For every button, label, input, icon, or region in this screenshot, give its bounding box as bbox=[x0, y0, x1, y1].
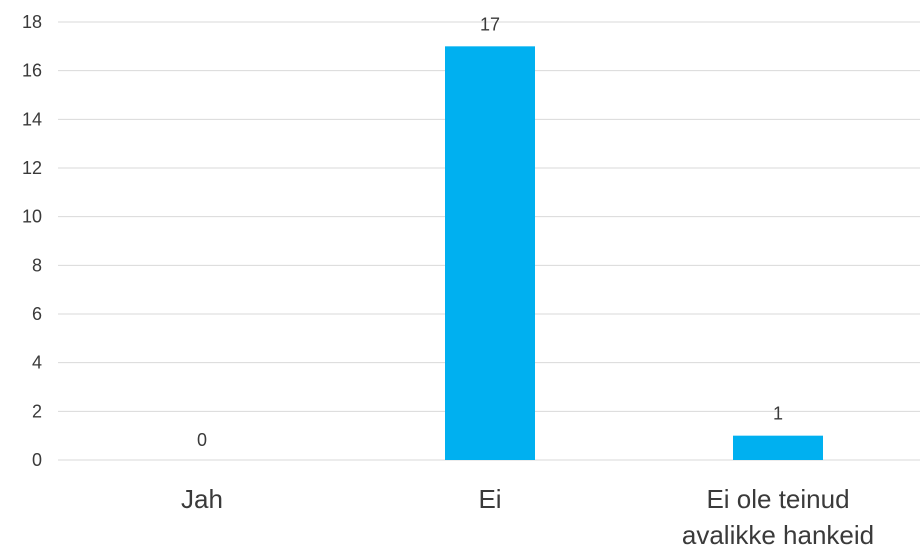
bars bbox=[445, 46, 823, 460]
category-label: avalikke hankeid bbox=[682, 520, 874, 549]
y-tick-label: 14 bbox=[22, 109, 42, 129]
y-tick-label: 0 bbox=[32, 450, 42, 470]
bar bbox=[445, 46, 535, 460]
y-tick-label: 16 bbox=[22, 61, 42, 81]
y-tick-label: 4 bbox=[32, 353, 42, 373]
data-label: 0 bbox=[197, 430, 207, 450]
data-labels: 0 17 1 bbox=[197, 14, 783, 450]
x-axis-category-labels: Jah Ei Ei ole teinud avalikke hankeid bbox=[181, 484, 874, 549]
category-label: Ei ole teinud bbox=[706, 484, 849, 514]
y-tick-label: 2 bbox=[32, 401, 42, 421]
data-label: 1 bbox=[773, 404, 783, 424]
category-label: Jah bbox=[181, 484, 223, 514]
bar bbox=[733, 435, 823, 460]
category-label: Ei bbox=[478, 484, 501, 514]
y-tick-label: 18 bbox=[22, 12, 42, 32]
y-axis-tick-labels: 0 2 4 6 8 10 12 14 16 18 bbox=[22, 12, 42, 470]
y-tick-label: 6 bbox=[32, 304, 42, 324]
y-tick-label: 10 bbox=[22, 207, 42, 227]
data-label: 17 bbox=[480, 14, 500, 34]
y-tick-label: 8 bbox=[32, 255, 42, 275]
y-tick-label: 12 bbox=[22, 158, 42, 178]
